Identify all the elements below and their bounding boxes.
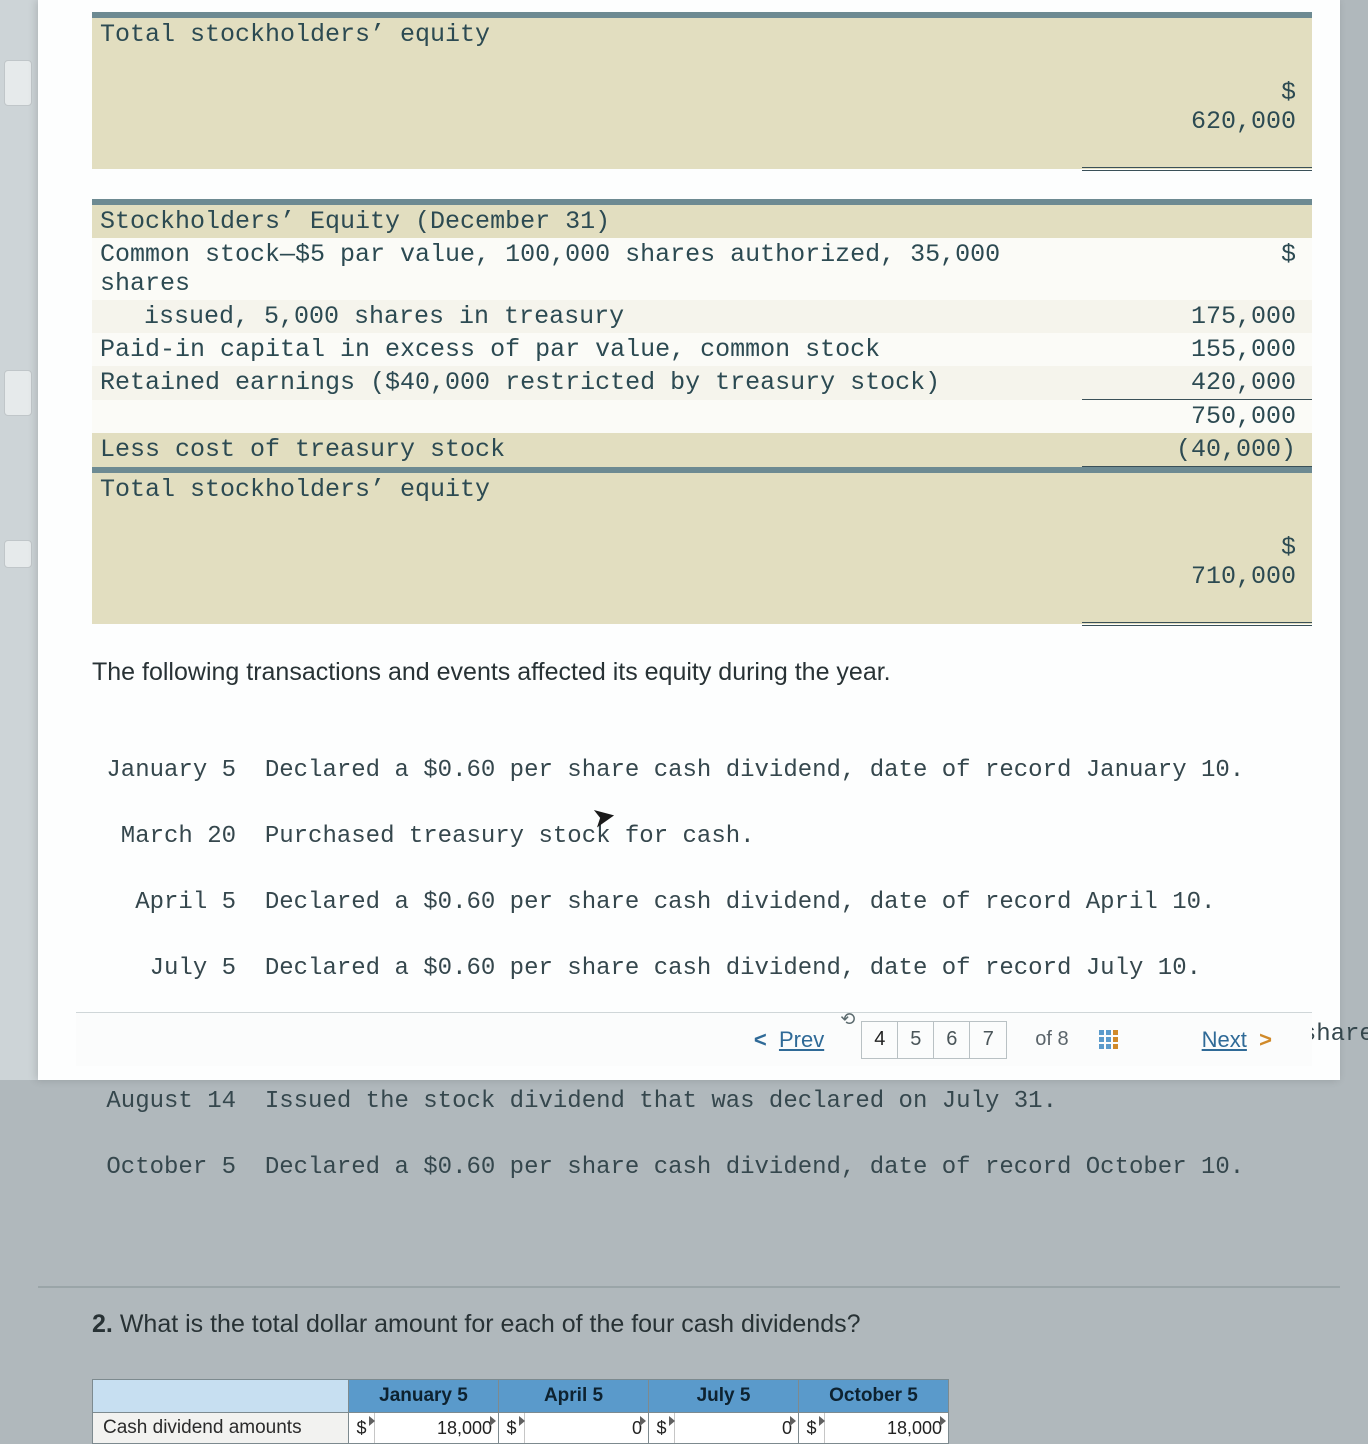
- left-panel-stub: [0, 0, 38, 1080]
- page-number[interactable]: 4: [862, 1022, 898, 1058]
- page-selector[interactable]: 4 5 6 7: [861, 1021, 1007, 1059]
- page-number[interactable]: 7: [970, 1022, 1006, 1058]
- left-tab[interactable]: [4, 60, 32, 106]
- question-number: 2.: [92, 1310, 113, 1338]
- dividend-cell[interactable]: $0: [499, 1413, 649, 1444]
- page-count: of 8: [1035, 1028, 1068, 1051]
- dividend-col-header: January 5: [349, 1380, 499, 1413]
- narrative-text: The following transactions and events af…: [92, 658, 1312, 687]
- dividend-col-header: October 5: [799, 1380, 949, 1413]
- equity-row-value: $: [1082, 238, 1312, 300]
- equity-dec31-table: Stockholders’ Equity (December 31) Commo…: [92, 199, 1312, 626]
- equity-row-value: 175,000: [1082, 300, 1312, 333]
- next-button[interactable]: Next >: [1202, 1027, 1272, 1053]
- page-frame: Total stockholders’ equity $620,000 Stoc…: [38, 0, 1340, 1080]
- prev-button[interactable]: < Prev: [754, 1027, 824, 1053]
- grid-icon[interactable]: [1099, 1030, 1118, 1049]
- dividend-cell[interactable]: $18,000: [799, 1413, 949, 1444]
- equity-row-label: [92, 400, 1082, 434]
- transaction-line: July 5 Declared a $0.60 per share cash d…: [92, 952, 1312, 985]
- equity-row-label: issued, 5,000 shares in treasury: [92, 300, 1082, 333]
- transaction-line: October 5 Declared a $0.60 per share cas…: [92, 1151, 1312, 1184]
- equity-row-value: 750,000: [1082, 400, 1312, 434]
- equity-total-label: Total stockholders’ equity: [92, 473, 1082, 624]
- transaction-line: April 5 Declared a $0.60 per share cash …: [92, 886, 1312, 919]
- equity-row-label: Retained earnings ($40,000 restricted by…: [92, 366, 1082, 400]
- transaction-line: January 5 Declared a $0.60 per share cas…: [92, 754, 1312, 787]
- transaction-line: August 14 Issued the stock dividend that…: [92, 1085, 1312, 1118]
- left-tab[interactable]: [4, 370, 32, 416]
- dividend-cell[interactable]: $18,000: [349, 1413, 499, 1444]
- chevron-left-icon: <: [754, 1027, 767, 1052]
- bottom-nav: < Prev ⟲ 4 5 6 7 of 8 Next >: [76, 1012, 1312, 1066]
- equity-top-label: Total stockholders’ equity: [92, 18, 1082, 169]
- dividend-cell[interactable]: $0: [649, 1413, 799, 1444]
- question-text: What is the total dollar amount for each…: [120, 1310, 861, 1338]
- transactions-list: January 5 Declared a $0.60 per share cas…: [92, 721, 1312, 1251]
- dividend-col-header: July 5: [649, 1380, 799, 1413]
- chevron-right-icon: >: [1259, 1027, 1272, 1052]
- link-icon: ⟲: [840, 1009, 855, 1030]
- dividend-table: January 5 April 5 July 5 October 5 Cash …: [92, 1379, 949, 1444]
- equity-dec31-header: Stockholders’ Equity (December 31): [92, 205, 1082, 238]
- equity-row-value: 420,000: [1082, 366, 1312, 400]
- page-number[interactable]: 6: [934, 1022, 970, 1058]
- equity-row-value: 155,000: [1082, 333, 1312, 366]
- transaction-line: March 20 Purchased treasury stock for ca…: [92, 820, 1312, 853]
- equity-total-value: $710,000: [1082, 473, 1312, 624]
- dividend-row-label: Cash dividend amounts: [93, 1413, 349, 1444]
- equity-top-amount: $620,000: [1082, 18, 1312, 169]
- section-divider: [38, 1286, 1340, 1288]
- equity-top-table: Total stockholders’ equity $620,000: [92, 12, 1312, 171]
- equity-row-label: Paid-in capital in excess of par value, …: [92, 333, 1082, 366]
- equity-row-value: (40,000): [1082, 433, 1312, 467]
- equity-row-label: Common stock—$5 par value, 100,000 share…: [92, 238, 1082, 300]
- dividend-col-header: April 5: [499, 1380, 649, 1413]
- dividend-header-blank: [93, 1380, 349, 1413]
- page-number[interactable]: 5: [898, 1022, 934, 1058]
- left-tab[interactable]: [4, 540, 32, 568]
- equity-row-label: Less cost of treasury stock: [92, 433, 1082, 467]
- question-2: 2. What is the total dollar amount for e…: [92, 1310, 1312, 1339]
